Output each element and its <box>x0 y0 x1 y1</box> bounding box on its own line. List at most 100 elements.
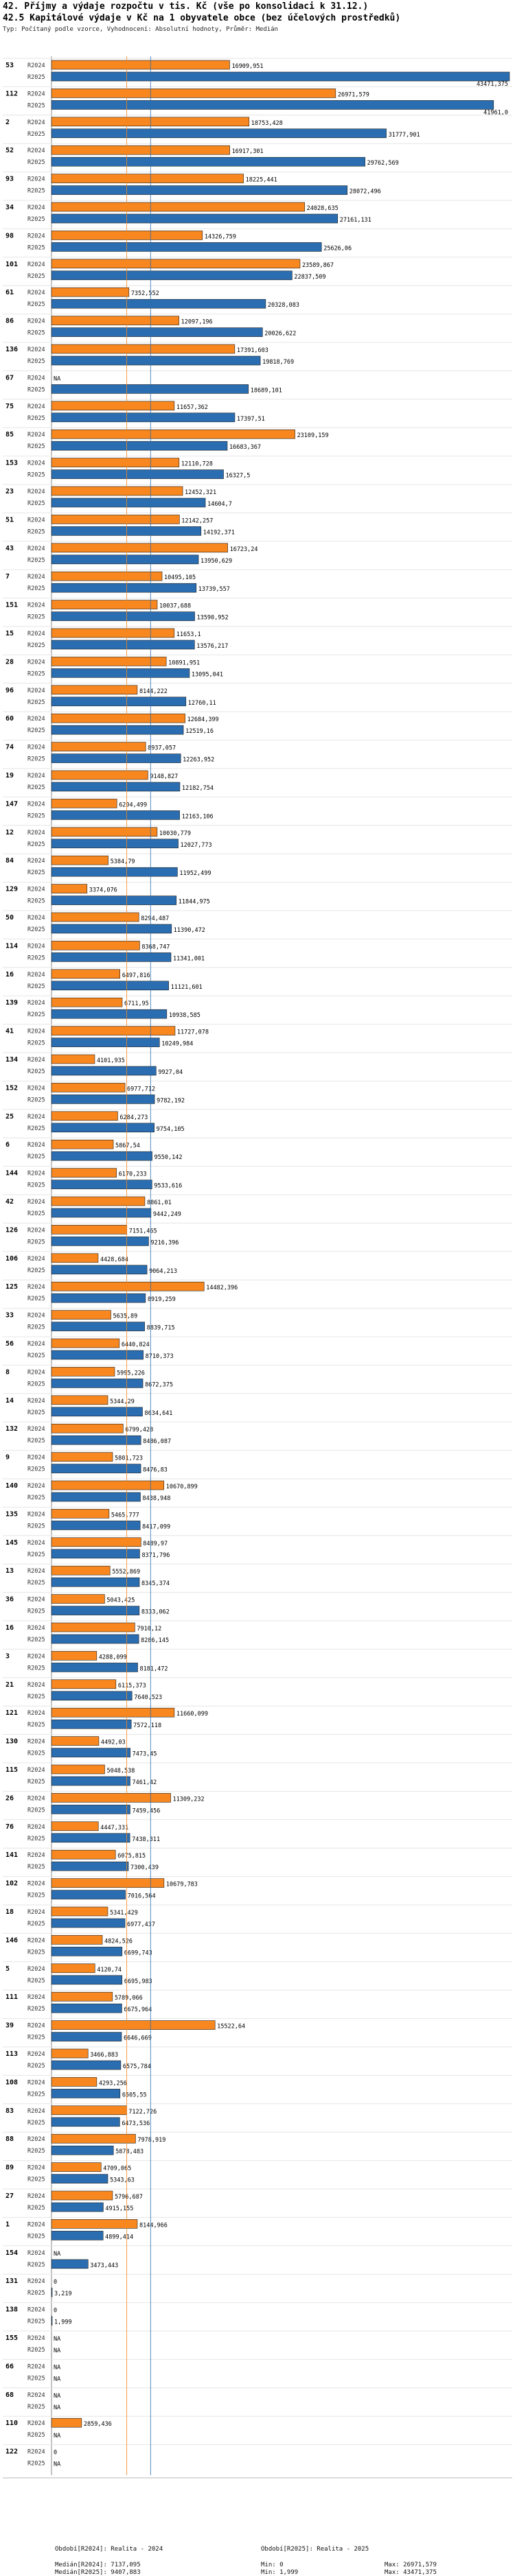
group-label: 13 <box>5 1567 14 1575</box>
bar-r2024 <box>51 60 230 70</box>
group-label: 154 <box>5 2249 18 2257</box>
bar-r2025 <box>51 1066 157 1076</box>
data-label: 3473,443 <box>90 2262 118 2269</box>
data-label: 11653,1 <box>176 631 201 638</box>
series-label: R2024 <box>27 2193 45 2200</box>
bar-r2025 <box>51 2060 122 2070</box>
data-label: 10891,951 <box>168 659 200 666</box>
series-label: R2025 <box>27 2205 45 2212</box>
bar-r2025 <box>51 1947 123 1956</box>
data-label: 12684,399 <box>187 716 219 723</box>
series-label: R2025 <box>27 1864 45 1871</box>
data-label: 6204,499 <box>119 801 147 808</box>
series-label: R2025 <box>27 415 45 422</box>
data-label: 6977,437 <box>127 1921 155 1928</box>
bar-r2025 <box>51 1833 130 1843</box>
series-label: R2025 <box>27 102 45 109</box>
data-label: NA <box>54 2336 60 2343</box>
group-label: 74 <box>5 744 14 751</box>
group-label: 153 <box>5 460 18 467</box>
bar-r2024 <box>51 855 108 865</box>
data-label: 9550,142 <box>154 1154 183 1161</box>
data-label: 23109,159 <box>297 432 329 439</box>
data-label: 4428,684 <box>100 1256 128 1263</box>
series-label: R2024 <box>27 460 45 467</box>
bar-r2024 <box>51 1651 98 1661</box>
series-label: R2024 <box>27 1114 45 1121</box>
data-label: 8486,087 <box>143 1438 171 1445</box>
data-label: 12163,106 <box>182 813 214 820</box>
data-label: 7978,919 <box>137 2137 165 2144</box>
data-label: 24028,635 <box>307 205 339 212</box>
bar-r2025 <box>51 640 195 650</box>
bar-r2025 <box>51 2003 122 2013</box>
data-label: 11341,001 <box>173 955 205 962</box>
series-label: R2025 <box>27 1722 45 1729</box>
bar-r2024 <box>51 89 336 98</box>
series-label: R2025 <box>27 301 45 308</box>
data-label: NA <box>54 2376 60 2382</box>
series-label: R2024 <box>27 489 45 495</box>
bar-r2025 <box>51 1435 141 1445</box>
group-label: 23 <box>5 488 14 495</box>
data-label: 19818,769 <box>262 359 294 366</box>
series-label: R2024 <box>27 2278 45 2285</box>
group-label: 132 <box>5 1425 18 1433</box>
bar-r2024 <box>51 458 180 467</box>
series-label: R2025 <box>27 699 45 706</box>
data-label: 9754,105 <box>157 1126 185 1133</box>
series-label: R2024 <box>27 148 45 154</box>
group-label: 135 <box>5 1510 18 1518</box>
data-label: 10495,105 <box>164 574 196 581</box>
series-label: R2024 <box>27 2420 45 2427</box>
group-label: 108 <box>5 2079 18 2086</box>
series-label: R2025 <box>27 1552 45 1558</box>
series-label: R2025 <box>27 2375 45 2382</box>
series-label: R2024 <box>27 2250 45 2257</box>
bar-r2025 <box>51 668 190 678</box>
series-label: R2025 <box>27 898 45 905</box>
data-label: 9148,827 <box>150 773 178 780</box>
bar-r2024 <box>51 685 138 695</box>
data-label: 18753,428 <box>251 120 283 127</box>
series-label: R2025 <box>27 2063 45 2070</box>
group-label: 75 <box>5 403 14 410</box>
bar-r2025 <box>51 100 494 110</box>
bar-r2025 <box>51 1009 168 1019</box>
group-label: 106 <box>5 1255 18 1263</box>
footer-min-2025: Min: 1,999 <box>261 2569 299 2576</box>
series-label: R2024 <box>27 403 45 410</box>
data-label: 14604,7 <box>207 501 232 508</box>
bar-r2025 <box>51 1634 139 1644</box>
series-label: R2025 <box>27 330 45 337</box>
series-label: R2024 <box>27 1625 45 1632</box>
data-label: 11727,078 <box>177 1029 209 1036</box>
series-label: R2025 <box>27 841 45 848</box>
data-label: 4120,74 <box>97 1967 122 1974</box>
bar-r2024 <box>51 1537 141 1547</box>
bar-r2024 <box>51 1594 105 1604</box>
data-label: NA <box>54 2393 60 2400</box>
group-label: 85 <box>5 431 14 438</box>
series-label: R2025 <box>27 386 45 393</box>
bar-r2025 <box>51 128 387 139</box>
group-label: 84 <box>5 857 14 865</box>
data-label: 5635,89 <box>113 1313 137 1320</box>
group-label: 56 <box>5 1340 14 1348</box>
series-label: R2024 <box>27 887 45 893</box>
group-label: 141 <box>5 1851 18 1859</box>
data-label: 15522,64 <box>217 2024 245 2030</box>
series-label: R2024 <box>27 1029 45 1035</box>
bar-r2024 <box>51 2105 127 2116</box>
series-label: R2025 <box>27 784 45 791</box>
bar-r2024 <box>51 287 130 297</box>
group-label: 126 <box>5 1226 18 1234</box>
group-label: 9 <box>5 1454 10 1462</box>
data-label: 6711,95 <box>124 1000 149 1007</box>
series-label: R2024 <box>27 2079 45 2086</box>
bar-r2024 <box>51 1225 128 1234</box>
bar-r2024 <box>51 316 179 325</box>
bar-r2025 <box>51 2089 121 2098</box>
bar-r2024 <box>51 1906 108 1917</box>
